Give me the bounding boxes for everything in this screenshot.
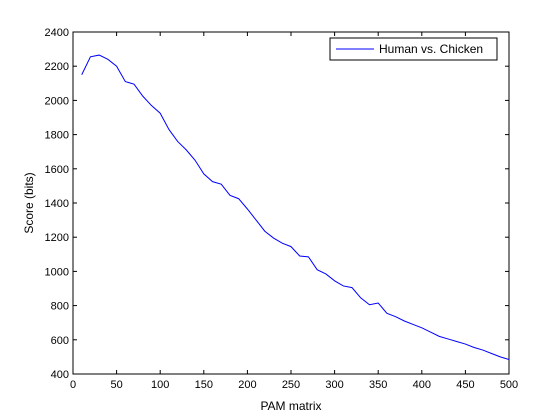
x-tick-label: 50 <box>110 379 122 391</box>
y-tick-label: 1800 <box>45 130 69 142</box>
axis-ticks <box>72 31 510 375</box>
y-tick-label: 1200 <box>45 232 69 244</box>
x-tick-label: 0 <box>70 379 76 391</box>
x-tick-label: 100 <box>151 379 169 391</box>
y-tick-label: 2200 <box>45 61 69 73</box>
x-tick-label: 400 <box>413 379 431 391</box>
axis-tick-labels: 0 50 100 150 200 250 300 350 400 450 500 400 600 800 1… <box>45 27 519 391</box>
legend-box <box>329 37 498 61</box>
x-tick-label: 200 <box>238 379 256 391</box>
x-tick-label: 250 <box>282 379 300 391</box>
series-group <box>81 54 510 360</box>
y-tick-label: 400 <box>51 369 69 381</box>
y-tick-label: 2000 <box>45 95 69 107</box>
series-line <box>81 54 510 360</box>
x-tick-label: 350 <box>369 379 387 391</box>
x-tick-label: 300 <box>325 379 343 391</box>
x-tick-label: 450 <box>456 379 474 391</box>
y-tick-label: 2400 <box>45 27 69 39</box>
y-tick-label: 1600 <box>45 164 69 176</box>
legend-entry-label: Human vs. Chicken <box>379 42 483 56</box>
y-tick-label: 800 <box>51 301 69 313</box>
legend: Human vs. Chicken <box>329 37 498 61</box>
y-tick-label: 600 <box>51 335 69 347</box>
x-tick-label: 150 <box>195 379 213 391</box>
y-tick-label: 1000 <box>45 266 69 278</box>
y-axis-label: Score (bits) <box>22 172 36 233</box>
y-tick-label: 1400 <box>45 198 69 210</box>
x-axis-label: PAM matrix <box>260 399 321 413</box>
x-tick-label: 500 <box>500 379 518 391</box>
plot-area <box>72 31 510 375</box>
